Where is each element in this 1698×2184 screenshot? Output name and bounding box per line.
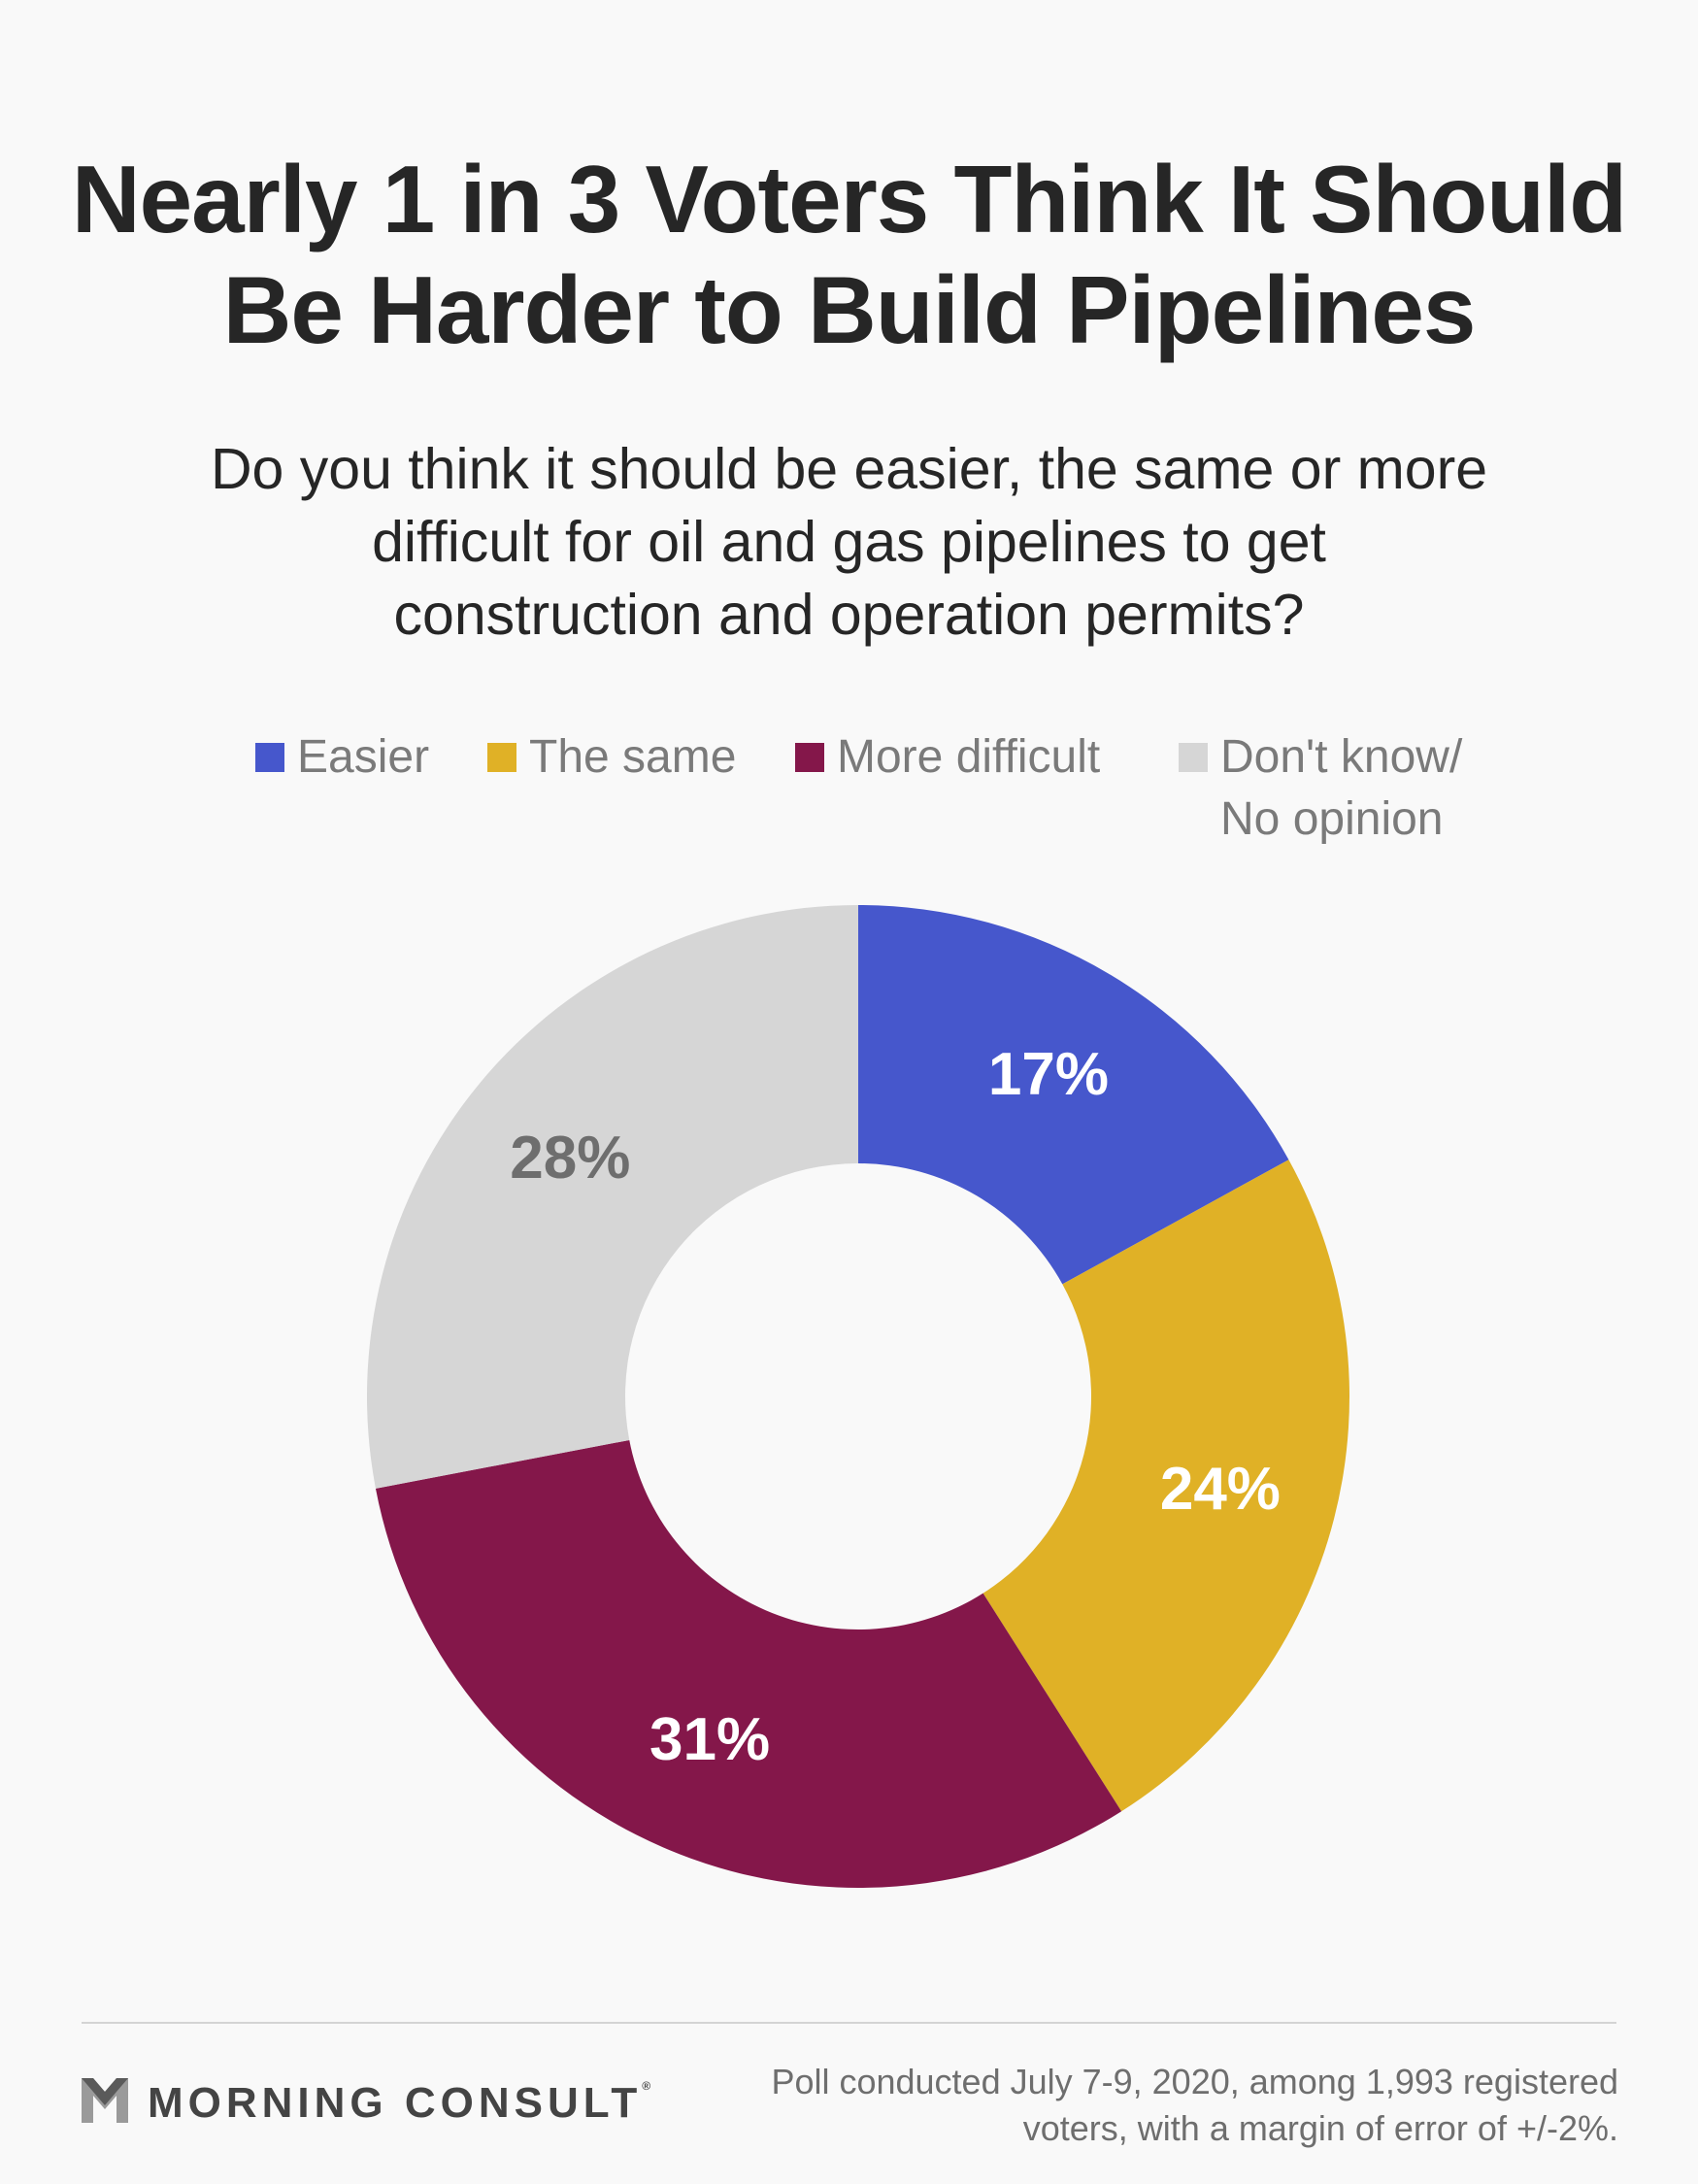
subtitle-line-1: Do you think it should be easier, the sa… <box>210 437 1488 501</box>
value-label-dont-know: 28% <box>510 1125 630 1192</box>
footer-divider <box>82 2022 1616 2024</box>
title-line-1: Nearly 1 in 3 Voters Think It Should <box>71 146 1627 252</box>
subtitle-line-3: construction and operation permits? <box>393 583 1305 647</box>
title-line-2: Be Harder to Build Pipelines <box>222 256 1477 363</box>
donut-slices <box>366 905 1349 1888</box>
legend-label-more-difficult: More difficult <box>837 731 1101 783</box>
slice-easier <box>858 905 1289 1285</box>
footnote-line-1: Poll conducted July 7-9, 2020, among 1,9… <box>771 2062 1618 2101</box>
slice-the-same <box>982 1159 1349 1812</box>
donut-value-labels: 17% 24% 31% 28% <box>510 1041 1281 1773</box>
subtitle-line-2: difficult for oil and gas pipelines to g… <box>372 510 1326 574</box>
value-label-easier: 17% <box>988 1041 1109 1108</box>
legend-swatch-easier <box>255 743 284 772</box>
chart-title: Nearly 1 in 3 Voters Think It Should Be … <box>0 144 1698 365</box>
legend-label-the-same: The same <box>529 731 737 783</box>
legend-label-easier: Easier <box>297 731 430 783</box>
brand-name: MORNING CONSULT® <box>148 2078 651 2127</box>
chart-subtitle: Do you think it should be easier, the sa… <box>117 433 1581 652</box>
registered-mark: ® <box>642 2078 651 2093</box>
brand-logo: MORNING CONSULT® <box>82 2078 650 2128</box>
legend-item-the-same: The same <box>487 726 736 789</box>
slice-more-difficult <box>375 1439 1122 1888</box>
legend-swatch-more-difficult <box>795 743 824 772</box>
legend-item-dont-know: Don't know/ No opinion <box>1179 726 1502 851</box>
legend-swatch-the-same <box>487 743 516 772</box>
chart-legend: Easier The same More difficult Don't kno… <box>0 726 1698 862</box>
footnote-line-2: voters, with a margin of error of +/-2%. <box>1022 2108 1618 2148</box>
legend-item-more-difficult: More difficult <box>795 726 1100 789</box>
legend-label-dont-know: Don't know/ No opinion <box>1220 731 1463 845</box>
value-label-the-same: 24% <box>1160 1456 1281 1523</box>
value-label-more-difficult: 31% <box>649 1706 770 1773</box>
slice-dont-know <box>366 905 858 1489</box>
legend-item-easier: Easier <box>255 726 429 789</box>
morning-consult-m-logo-icon <box>82 2078 128 2128</box>
footnote: Poll conducted July 7-9, 2020, among 1,9… <box>745 2059 1618 2152</box>
legend-swatch-dont-know <box>1179 743 1208 772</box>
